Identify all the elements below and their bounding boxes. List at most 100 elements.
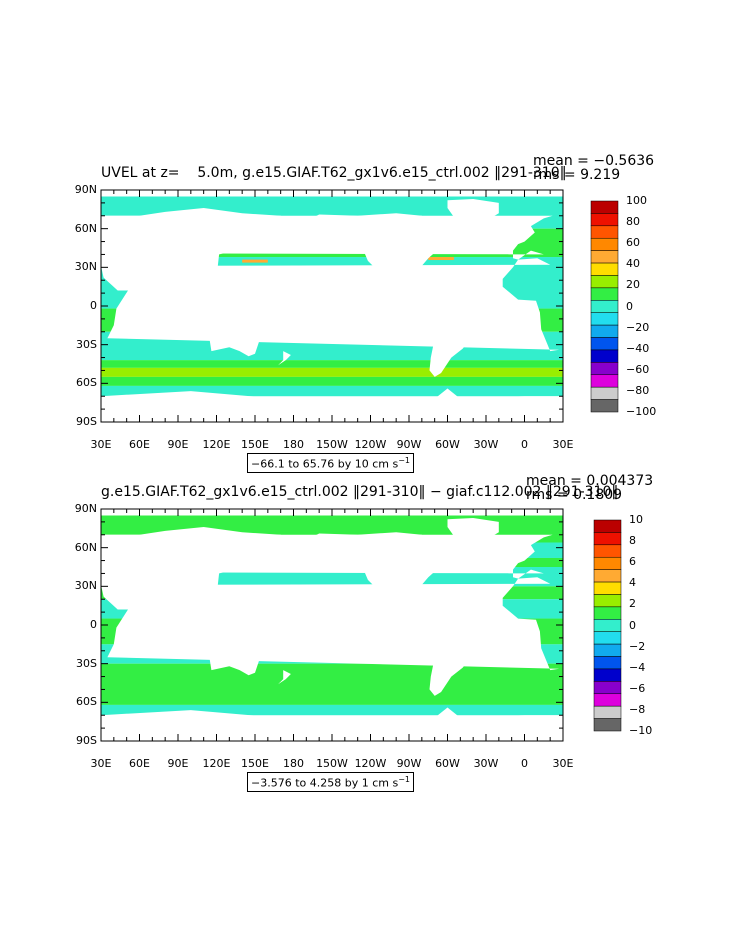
colorbar-swatch-2-7 (593, 606, 622, 620)
colorbar-1 (590, 200, 619, 413)
colorbar-label-1-8: −60 (626, 362, 650, 376)
colorbar-2 (593, 519, 622, 732)
land-antarctica-2 (101, 707, 563, 741)
colorbar-label-2-3: 4 (629, 576, 636, 590)
colorbar-label-2-10: −10 (629, 724, 653, 737)
lon-label-2-6: 150W (316, 757, 348, 770)
lon-label-1-1: 60E (129, 438, 150, 451)
lon-label-2-7: 120W (354, 757, 387, 770)
colorbar-label-2-2: 6 (629, 555, 636, 569)
lon-label-2-12: 30E (552, 757, 574, 770)
colorbar-swatch-2-5 (593, 581, 622, 595)
colorbar-swatch-1-4 (590, 250, 619, 264)
land-nz-2 (278, 670, 291, 685)
lon-label-2-5: 180 (283, 757, 304, 770)
lat-label-1-0: 90N (74, 183, 97, 196)
lon-label-2-1: 60E (129, 757, 150, 770)
panel2-title: g.e15.GIAF.T62_gx1v6.e15_ctrl.002 ‖291-3… (101, 484, 619, 500)
lat-label-1-1: 60N (74, 221, 97, 235)
land-samerica-2 (420, 610, 480, 696)
lon-label-1-9: 60W (435, 438, 460, 451)
panel1-range-box: −66.1 to 65.76 by 10 cm s−1 (247, 453, 415, 473)
lon-label-2-11: 0 (521, 757, 528, 770)
lon-label-2-9: 60W (435, 757, 460, 770)
ocean-band-1-6 (101, 367, 563, 377)
panel1-range-label: −66.1 to 65.76 by 10 cm s (251, 457, 399, 471)
land-greenland-1 (447, 199, 499, 229)
colorbar-label-2-6: −2 (629, 639, 646, 653)
land-europe-2 (101, 534, 553, 579)
map-field-1 (101, 190, 563, 422)
colorbar-swatch-1-9 (590, 312, 619, 326)
land-greenland-2 (447, 518, 499, 548)
colorbar-swatch-1-14 (590, 374, 619, 388)
map-panel-2 (100, 508, 564, 742)
ocean-band-1-7 (101, 376, 563, 386)
polar-land-1 (101, 190, 563, 197)
panel2-rms: rms = 0.1809 (526, 487, 623, 503)
colorbar-swatch-1-16 (590, 399, 619, 413)
panel1-rms: rms = 9.219 (533, 167, 621, 183)
land-australia-1 (208, 320, 259, 357)
colorbar-label-2-1: 8 (629, 534, 636, 548)
lon-label-1-3: 120E (202, 438, 231, 451)
land-namerica-1 (306, 213, 448, 296)
map-field-2 (101, 509, 563, 741)
colorbar-swatch-2-1 (593, 532, 622, 546)
colorbar-swatch-2-8 (593, 619, 622, 632)
colorbar-label-1-2: 60 (626, 236, 640, 250)
lon-label-1-2: 90E (167, 438, 189, 451)
colorbar-label-1-7: −40 (626, 341, 650, 355)
colorbar-swatch-2-4 (593, 569, 622, 583)
lon-label-1-10: 30W (473, 438, 499, 451)
lon-label-1-5: 180 (283, 438, 304, 451)
colorbar-swatch-1-10 (590, 324, 619, 338)
colorbar-swatch-2-10 (593, 643, 622, 657)
colorbar-label-1-9: −80 (626, 383, 650, 397)
lon-label-2-2: 90E (167, 757, 189, 770)
colorbar-label-1-3: 40 (626, 257, 640, 271)
colorbar-swatch-2-12 (593, 668, 622, 682)
colorbar-label-1-6: −20 (626, 320, 650, 334)
colorbar-swatch-2-13 (593, 681, 622, 695)
lat-label-1-6: 90S (76, 415, 97, 428)
colorbar-swatch-1-1 (590, 213, 619, 227)
panel2-range-label: −3.576 to 4.258 by 1 cm s (251, 776, 399, 790)
colorbar-label-1-1: 80 (626, 215, 640, 229)
colorbar-swatch-1-6 (590, 275, 619, 289)
colorbar-label-2-7: −4 (629, 660, 646, 674)
ocean-band-1-5 (101, 360, 563, 368)
lat-label-2-0: 90N (74, 502, 97, 515)
colorbar-label-2-9: −8 (629, 702, 646, 716)
ocean-band-2-9 (101, 704, 563, 716)
land-indonesia-1 (184, 299, 255, 319)
land-australia-2 (208, 639, 259, 676)
colorbar-swatch-1-0 (590, 200, 619, 214)
colorbar-swatch-1-7 (590, 287, 619, 301)
colorbar-swatch-2-14 (593, 693, 622, 707)
kuroshio-jet (242, 259, 268, 263)
colorbar-swatch-1-12 (590, 349, 619, 363)
land-samerica-1 (420, 291, 480, 377)
land-indonesia-2 (184, 618, 255, 638)
panel1-range-unit: −1 (398, 456, 411, 465)
colorbar-swatch-2-3 (593, 556, 622, 570)
lon-label-1-6: 150W (316, 438, 348, 451)
colorbar-swatch-1-11 (590, 337, 619, 351)
colorbar-label-1-0: 100 (626, 194, 647, 207)
lon-label-1-12: 30E (552, 438, 574, 451)
lon-label-2-8: 90W (396, 757, 422, 770)
colorbar-label-1-10: −100 (626, 405, 657, 418)
lat-label-2-1: 60N (74, 540, 97, 554)
lon-label-2-4: 150E (241, 757, 269, 770)
panel2-range-box: −3.576 to 4.258 by 1 cm s−1 (247, 772, 415, 792)
polar-land-2 (101, 509, 563, 516)
gulf-stream-jet (428, 257, 454, 261)
panel2-range-unit: −1 (398, 775, 411, 784)
colorbar-swatch-2-9 (593, 631, 622, 645)
lon-label-1-4: 150E (241, 438, 269, 451)
land-europe-1 (101, 215, 553, 260)
lat-label-1-3: 0 (90, 299, 97, 312)
lat-label-2-6: 90S (76, 734, 97, 747)
lat-label-1-2: 30N (74, 260, 97, 274)
